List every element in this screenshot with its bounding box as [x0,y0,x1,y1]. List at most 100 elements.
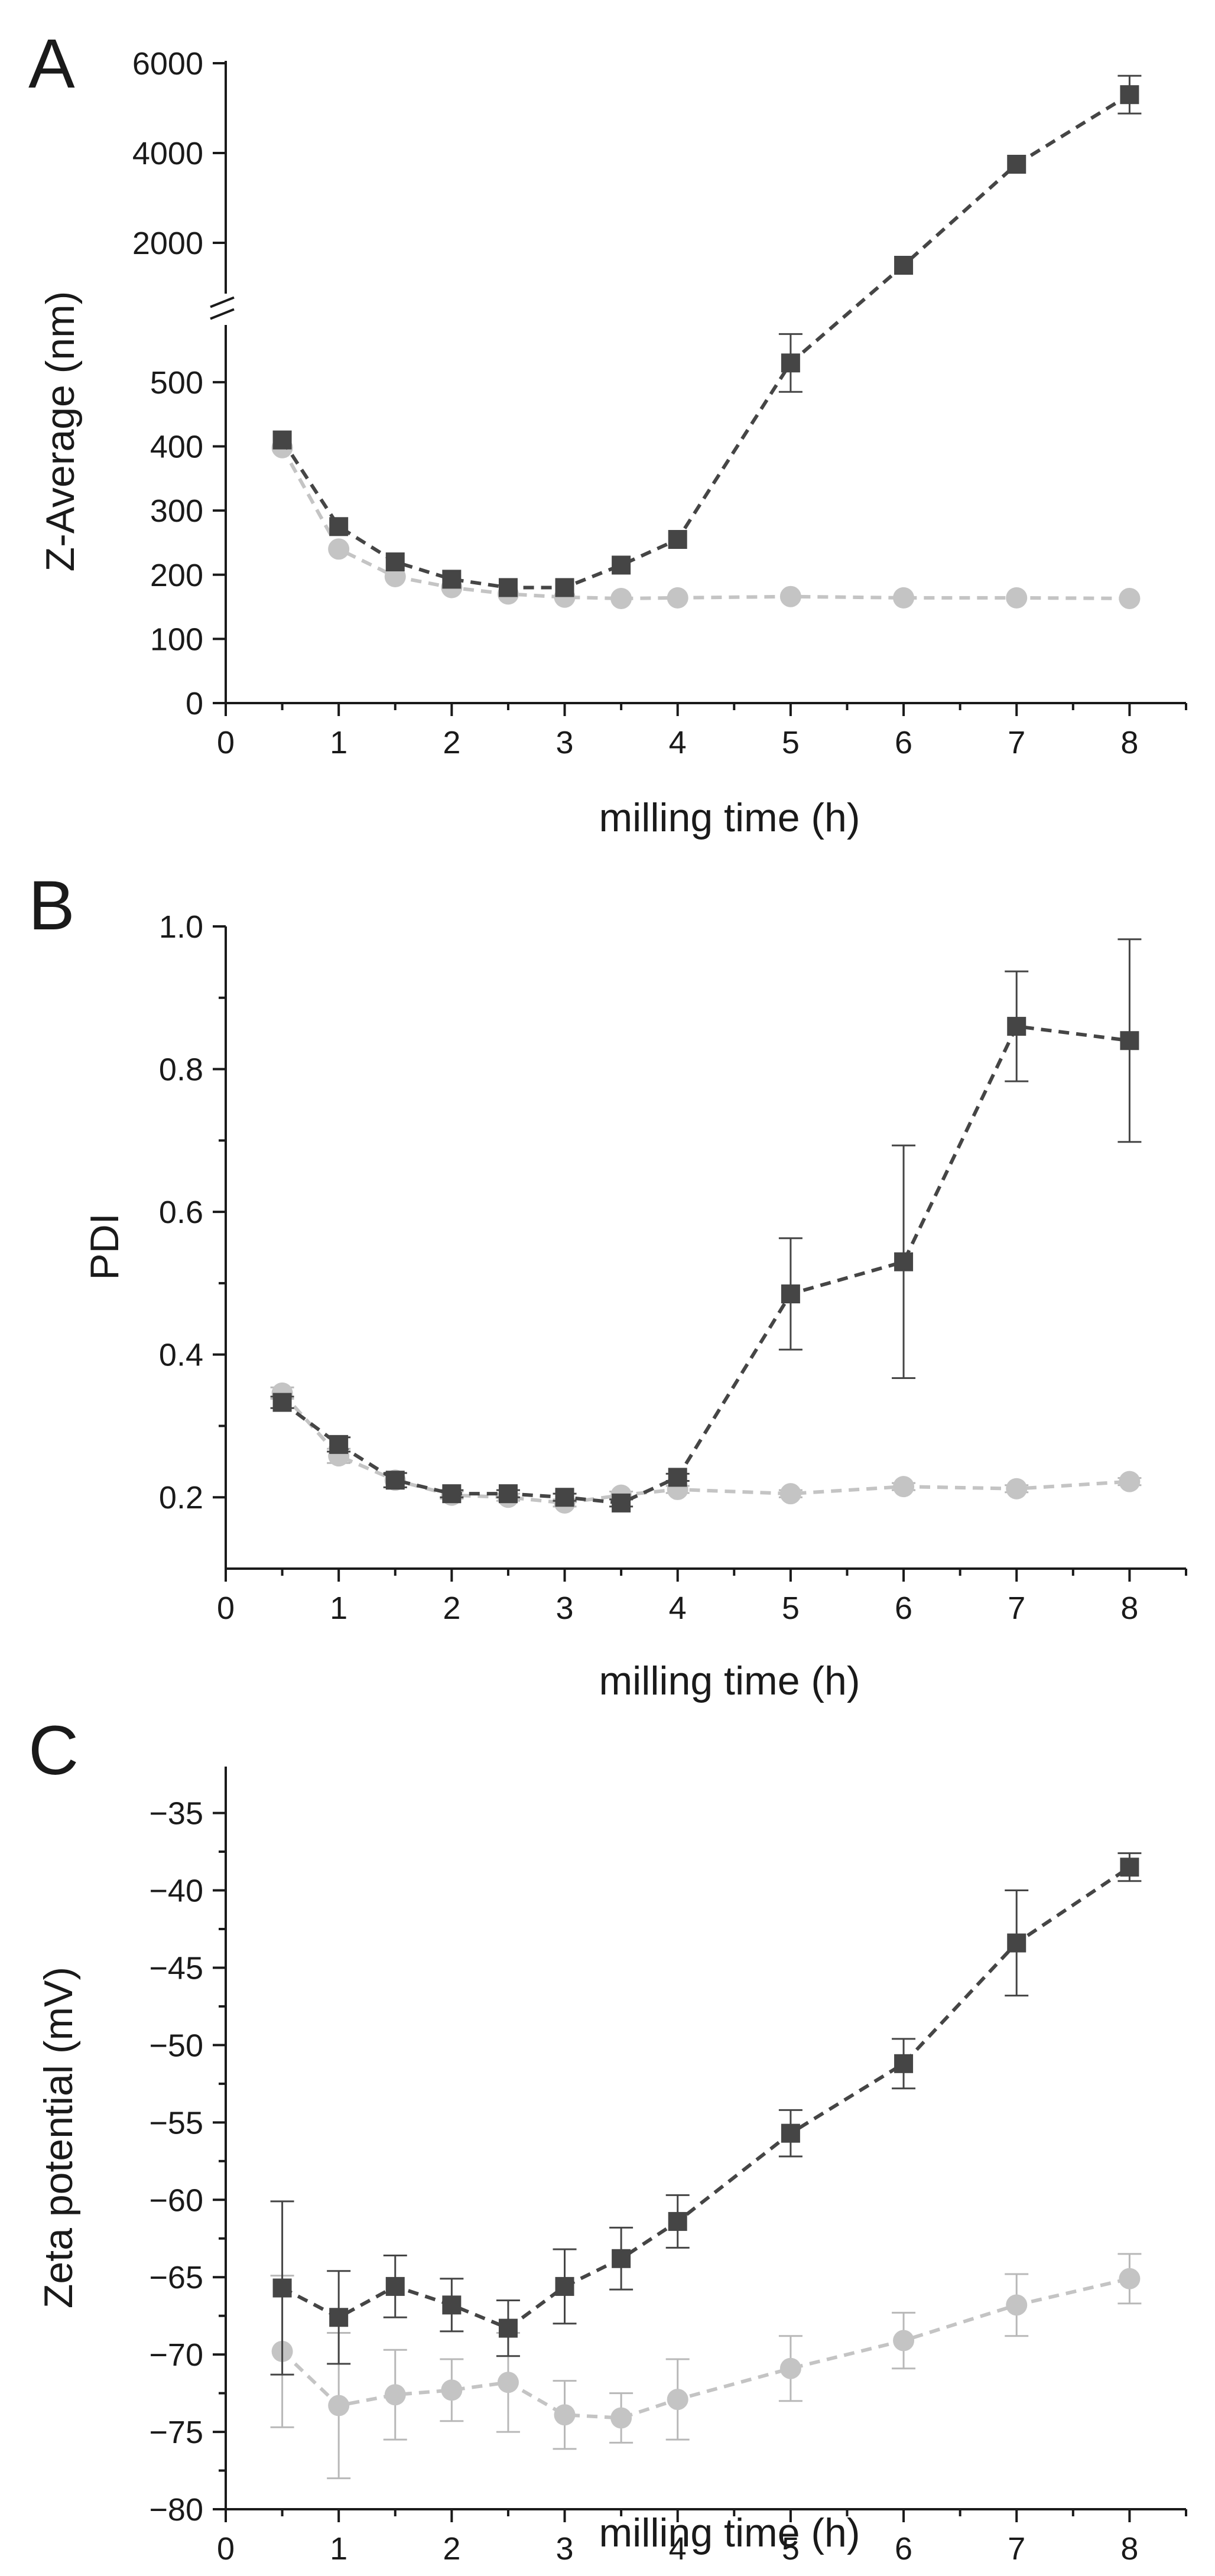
x-tick-label: 2 [443,2531,460,2567]
x-tick-label: 1 [330,725,347,760]
data-point-circle [667,587,688,609]
data-point-square [612,555,631,575]
chart-panel-b: B 0 1 2 3 4 5 6 7 8 0.2 0.4 0.6 0.8 1.0 milling time (h… [28,867,1187,1703]
series-light-line [281,1391,1130,1505]
x-tick-label: 0 [217,2531,235,2567]
data-point-circle [1119,587,1141,609]
series-dark-line [281,93,1130,590]
data-point-square [781,1284,800,1304]
y-tick-label: −75 [149,2415,203,2450]
data-point-circle [893,1476,915,1498]
data-point-square [894,1252,914,1271]
data-point-circle [667,2389,688,2411]
panel-letter: C [28,1712,79,1790]
data-point-circle [1006,2294,1028,2316]
x-tick-label: 4 [669,725,687,760]
y-tick-label: −50 [149,2028,203,2063]
x-tick-label: 3 [556,2531,574,2567]
data-point-square [894,256,914,275]
data-point-square [781,2123,800,2143]
x-tick-label: 2 [443,725,460,760]
y-tick-label: 0.6 [159,1195,203,1230]
y-tick-label: −35 [149,1796,203,1832]
data-point-circle [610,587,632,609]
data-point-square [498,578,518,597]
data-point-square [498,1484,518,1504]
data-point-circle [1119,2268,1141,2289]
x-tick-label: 7 [1008,2531,1025,2567]
data-point-circle [893,587,915,609]
data-point-square [1120,1858,1139,1877]
y-tick-label: −70 [149,2337,203,2373]
data-point-square [555,578,574,597]
series-light-line [280,447,1130,600]
series-dark [270,938,1142,1513]
data-point-square [781,353,800,373]
data-point-circle [384,2384,406,2406]
series-dark-line [281,1024,1130,1505]
y-tick-label: 6000 [132,46,203,82]
series-light-line [281,2276,1130,2420]
y-tick-label: −40 [149,1874,203,1909]
panel-letter: A [28,25,75,103]
data-point-square [272,430,292,450]
chart-panel-a: A 0 1 2 3 4 5 6 7 8 0 100 200 300 400 500 2000 4000 6000 mi… [28,25,1187,840]
x-tick-label: 5 [782,1591,800,1626]
x-tick-label: 8 [1120,725,1138,760]
y-tick-label: −55 [149,2105,203,2141]
series-dark-line [281,1865,1131,2331]
y-tick-label: 1.0 [159,909,203,945]
data-point-square [1007,1933,1026,1953]
y-axis-title: Zeta potential (mV) [36,1967,81,2308]
data-point-circle [893,2330,915,2351]
y-tick-label: 4000 [132,136,203,171]
data-point-circle [1119,1471,1141,1492]
y-tick-label: 0.8 [159,1052,203,1088]
data-point-square [612,2249,631,2268]
panel-letter: B [28,867,75,945]
data-point-square [385,552,405,572]
data-point-square [1007,1017,1026,1036]
data-point-square [668,1468,687,1487]
data-point-square [442,570,462,589]
x-tick-label: 6 [895,1591,912,1626]
data-point-square [272,2278,292,2298]
series-dark [272,74,1142,597]
data-point-square [498,2318,518,2338]
x-tick-label: 5 [782,2531,800,2567]
chart-panel-c: C 0 1 2 3 4 5 6 7 8 −80 −75 −70 −65 −60 −55 −50 −45 −40 −35… [28,1712,1187,2567]
data-point-square [385,1471,405,1490]
data-point-circle [328,538,350,560]
data-point-square [329,517,349,536]
series-dark [270,1852,1142,2376]
y-tick-label: 0.2 [159,1480,203,1515]
x-tick-label: 7 [1008,725,1025,760]
data-point-square [329,1435,349,1454]
x-tick-label: 0 [217,725,235,760]
axis-break-mark [210,308,235,320]
y-tick-label: 300 [150,493,203,529]
y-axis-title: PDI [82,1213,127,1280]
data-point-square [1120,1031,1139,1050]
data-point-circle [779,1483,801,1505]
series-light [270,1382,1142,1514]
data-point-square [612,1493,631,1513]
data-point-square [442,2295,462,2315]
y-tick-label: 200 [150,558,203,593]
x-tick-label: 5 [782,725,800,760]
data-point-circle [779,2357,801,2379]
data-point-circle [554,2404,576,2426]
y-tick-label: −80 [149,2492,203,2528]
x-axis-title: milling time (h) [599,1658,860,1703]
y-tick-label: 0.4 [159,1338,203,1373]
x-tick-label: 6 [895,2531,912,2567]
data-point-circle [328,2395,350,2416]
y-tick-label: 500 [150,365,203,401]
y-tick-label: 100 [150,622,203,657]
y-tick-label: 0 [186,686,203,721]
data-point-circle [441,2379,463,2401]
y-tick-label: −60 [149,2183,203,2218]
x-tick-label: 4 [669,1591,687,1626]
